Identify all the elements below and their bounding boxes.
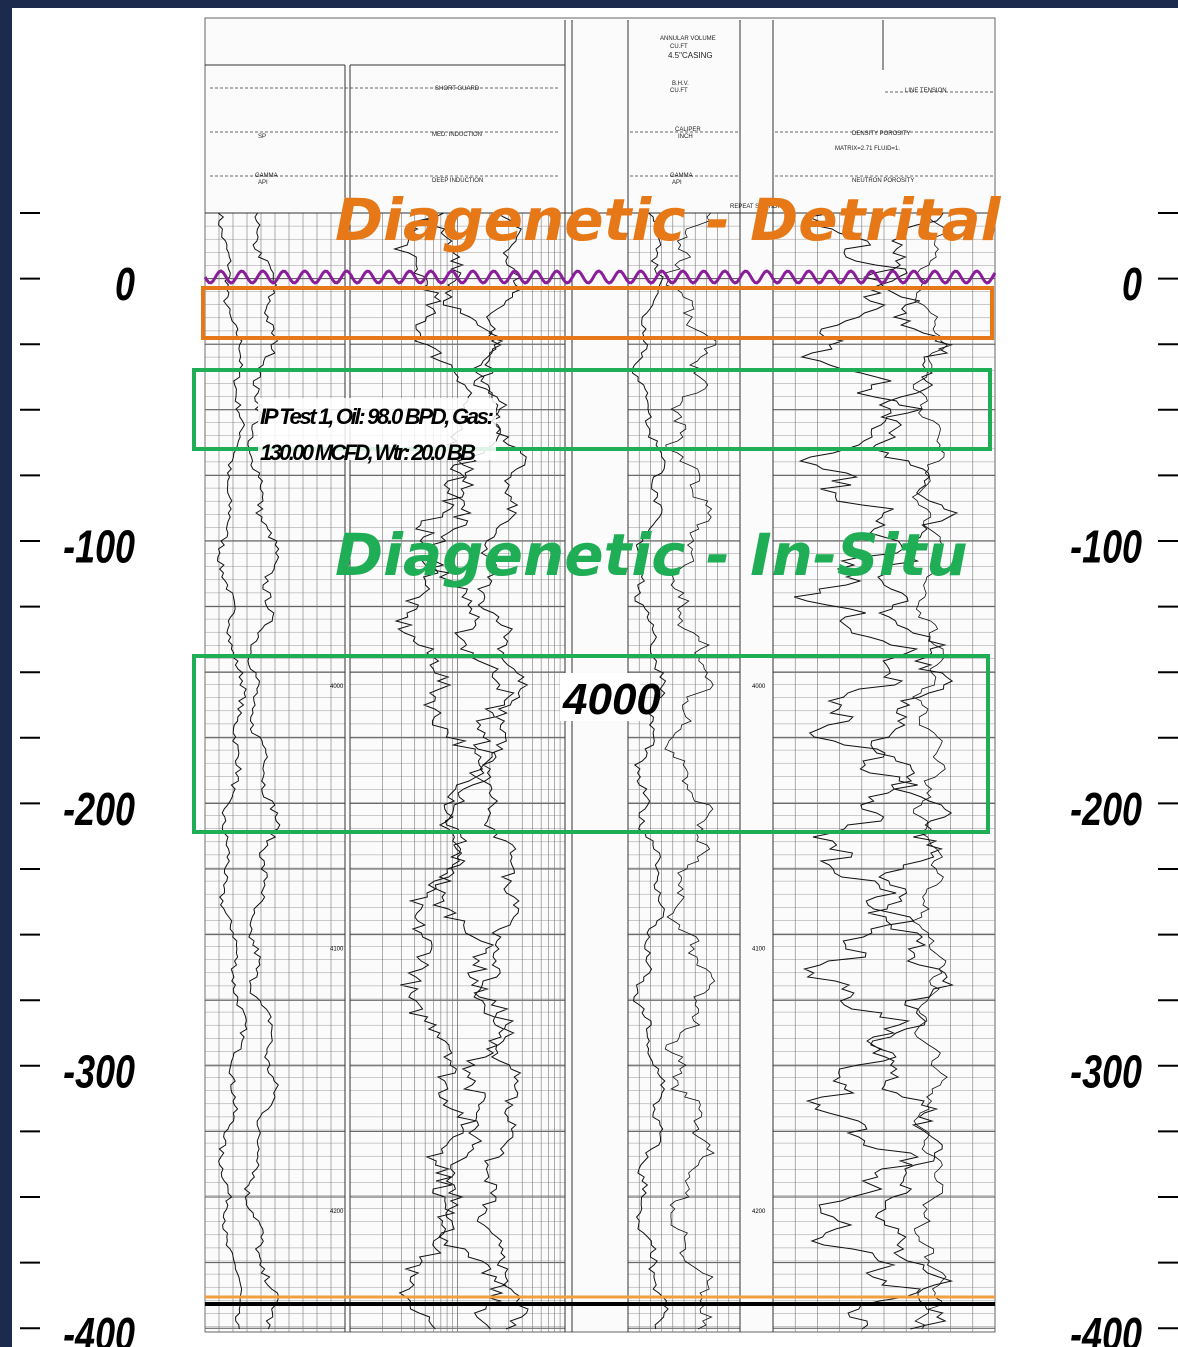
header-text: CALIPER: [675, 127, 701, 133]
axis-label: -200: [63, 784, 135, 835]
depth-axes: 0 -100 -200 -300 -400 0 -100 -200 -300 -400: [20, 212, 1178, 1347]
ip-test: IP Test 1, Oil: 98.0 BPD, Gas:: [260, 404, 494, 429]
header-text: ANNULAR VOLUME: [660, 36, 716, 42]
log-depth: 4200: [752, 1209, 766, 1215]
header-text: API: [672, 180, 682, 186]
ip-bg: [258, 398, 496, 460]
log-curve: [664, 212, 717, 1330]
header-text: DEEP INDUCTION: [432, 178, 483, 184]
header-text: LINE TENSION: [905, 88, 947, 94]
header-text: REPEAT SECTION: [730, 204, 782, 210]
log-curve: [471, 212, 529, 1330]
axis-label: 0: [1122, 259, 1142, 310]
header-text: CU.FT: [670, 88, 688, 94]
log-curve: [631, 212, 669, 1330]
axis-label: -100: [1070, 521, 1142, 572]
axis-label: 0: [115, 259, 135, 310]
axis-label: -200: [1070, 784, 1142, 835]
header-text: CU.FT: [670, 44, 688, 50]
header-text: SHORT GUARD: [435, 86, 480, 92]
log-header: ANNULAR VOLUME CU.FT 4.5"CASING B.H.V. C…: [255, 36, 947, 210]
axis-label: -100: [63, 521, 135, 572]
header-text: NEUTRON POROSITY: [852, 178, 914, 184]
axis-label: -400: [1070, 1309, 1142, 1347]
log-depth: 4200: [330, 1209, 344, 1215]
header-text: SP: [258, 134, 266, 140]
log-depth: 4100: [752, 947, 766, 953]
log-depth: 4100: [330, 947, 344, 953]
header-text: DENSITY POROSITY: [852, 131, 911, 137]
header-text: INCH: [678, 134, 693, 140]
depth-label: 4000: [562, 675, 661, 724]
log-curve: [863, 212, 959, 1330]
header-text: MATRIX=2.71 FLUID=1.: [835, 146, 900, 152]
insitu-label: Diagenetic - In-Situ: [335, 521, 968, 589]
depth-label-bg: [560, 673, 640, 721]
log-curve: [793, 212, 923, 1330]
header-text: MED. INDUCTION: [432, 132, 482, 138]
detrital-label: Diagenetic - Detrital: [335, 186, 1002, 254]
log-depth: 4000: [752, 684, 766, 690]
axis-label: -400: [63, 1309, 135, 1347]
insitu-box: [192, 368, 992, 451]
axis-label: -300: [1070, 1046, 1142, 1097]
log-curve: [243, 212, 281, 1330]
header-text: GAMMA: [670, 173, 693, 179]
log-curve: [911, 212, 948, 1330]
ip-test: 130.00 MCFD, Wtr: 20.0 BB: [260, 440, 476, 465]
header-text: API: [258, 180, 268, 186]
header-text: 4.5"CASING: [668, 51, 713, 60]
unconformity-line: [203, 269, 997, 285]
detrital-box: [201, 286, 994, 340]
insitu-box: [192, 654, 990, 834]
axis-label: -300: [63, 1046, 135, 1097]
header-text: GAMMA: [255, 173, 278, 179]
log-depth: 4000: [330, 684, 344, 690]
log-curve: [216, 212, 248, 1330]
header-text: B.H.V.: [672, 81, 689, 87]
